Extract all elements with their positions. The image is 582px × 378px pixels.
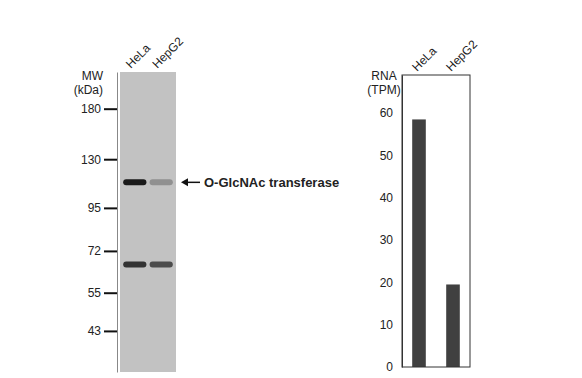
axis-title: MW(kDa) bbox=[74, 69, 104, 97]
tick-label: 40 bbox=[380, 191, 394, 205]
bar-chart: 0 10 20 30 40 50 60 RNA(TPM) HeLaHepG2 bbox=[367, 37, 480, 374]
lane-label: HepG2 bbox=[149, 34, 186, 71]
tick-mark bbox=[104, 159, 117, 161]
tick: 43 bbox=[88, 324, 117, 338]
category-label: HepG2 bbox=[443, 37, 480, 74]
bands bbox=[123, 179, 173, 267]
tick-label: 20 bbox=[380, 276, 394, 290]
tick: 50 bbox=[380, 149, 402, 163]
band bbox=[150, 261, 173, 267]
category-label: HeLa bbox=[409, 44, 439, 74]
tick-label: 60 bbox=[380, 106, 394, 120]
tick-label: 130 bbox=[81, 153, 101, 167]
arrow-head bbox=[181, 178, 188, 186]
band bbox=[123, 179, 146, 185]
tick: 55 bbox=[88, 286, 117, 300]
tick-label: 10 bbox=[380, 318, 394, 332]
axis-line bbox=[402, 76, 403, 368]
tick: 95 bbox=[88, 201, 117, 215]
y-axis: 0 10 20 30 40 50 60 bbox=[380, 76, 403, 375]
annotation: O-GlcNAc transferase bbox=[204, 175, 339, 190]
axis-title-line: RNA bbox=[371, 69, 396, 83]
gel-background bbox=[120, 72, 176, 372]
bar bbox=[446, 284, 460, 367]
tick: 40 bbox=[380, 191, 402, 205]
y-axis: 180 130 95 72 55 43 bbox=[81, 73, 118, 373]
figure: 18013095725543MW(kDa)HeLaHepG2O-GlcNAc t… bbox=[0, 0, 582, 378]
tick-label: 43 bbox=[88, 324, 102, 338]
lane-label: HeLa bbox=[123, 41, 153, 71]
axis-title-line: (kDa) bbox=[74, 83, 103, 97]
tick-mark bbox=[104, 330, 117, 332]
axis-title-line: (TPM) bbox=[367, 83, 400, 97]
tick-label: 55 bbox=[88, 286, 102, 300]
tick: 180 bbox=[81, 102, 117, 116]
axis-title: RNA(TPM) bbox=[367, 69, 400, 97]
tick-mark bbox=[104, 250, 117, 252]
tick-mark bbox=[104, 207, 117, 209]
plot-frame bbox=[402, 75, 470, 367]
tick: 60 bbox=[380, 106, 402, 120]
tick: 130 bbox=[81, 153, 117, 167]
tick: 72 bbox=[88, 244, 117, 258]
tick-label: 50 bbox=[380, 149, 394, 163]
tick: 20 bbox=[380, 276, 402, 290]
blot-panel: 180 130 95 72 55 43 MW(kDa) HeLaHepG2 O-GlcNAc t… bbox=[74, 34, 339, 372]
bars bbox=[412, 119, 460, 367]
tick: 10 bbox=[380, 318, 402, 332]
band bbox=[150, 179, 173, 185]
tick-mark bbox=[104, 108, 117, 110]
tick: 30 bbox=[380, 233, 402, 247]
axis-title-line: MW bbox=[82, 69, 104, 83]
tick-mark bbox=[104, 292, 117, 294]
tick-label: 180 bbox=[81, 102, 101, 116]
tick-label: 72 bbox=[88, 244, 102, 258]
axis-line bbox=[117, 73, 118, 373]
band bbox=[123, 261, 146, 267]
tick: 0 bbox=[386, 360, 402, 374]
tick-label: 0 bbox=[386, 360, 393, 374]
tick-label: 30 bbox=[380, 233, 394, 247]
bar bbox=[412, 119, 426, 367]
tick-label: 95 bbox=[88, 201, 102, 215]
